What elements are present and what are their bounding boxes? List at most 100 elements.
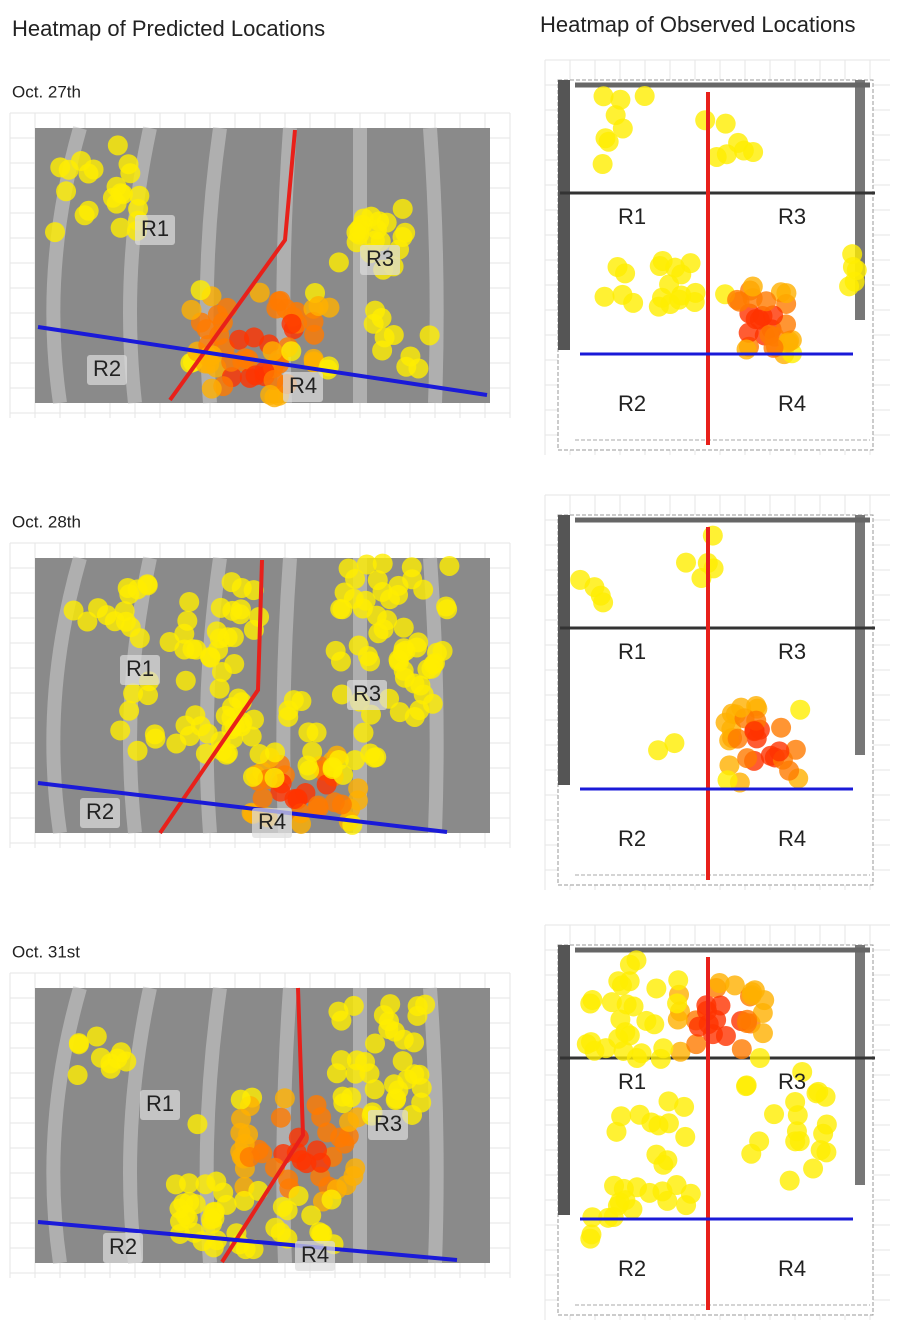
heat-dot <box>606 1122 626 1142</box>
region-label: R4 <box>778 391 806 416</box>
heat-dot <box>265 742 285 762</box>
heat-dot <box>728 133 748 153</box>
region-label: R2 <box>618 391 646 416</box>
heat-dot <box>681 1184 701 1204</box>
heat-dot <box>374 619 394 639</box>
heat-dot <box>339 558 359 578</box>
heat-dot <box>108 135 128 155</box>
heat-dot <box>87 1027 107 1047</box>
heat-dot <box>229 330 249 350</box>
heat-dot <box>348 778 368 798</box>
heat-dot <box>179 592 199 612</box>
heat-dot <box>769 741 789 761</box>
region-label: R1 <box>141 216 169 241</box>
heat-dot <box>727 290 747 310</box>
heat-dot <box>111 218 131 238</box>
region-label: R2 <box>86 799 114 824</box>
heat-dot <box>265 768 285 788</box>
heat-dot <box>737 748 757 768</box>
region-label: R4 <box>778 826 806 851</box>
heat-dot <box>593 154 613 174</box>
heat-dot <box>137 574 157 594</box>
heat-dot <box>787 1121 807 1141</box>
heat-dot <box>703 526 723 546</box>
wall <box>558 515 570 785</box>
heat-dot <box>326 641 346 661</box>
heat-dot <box>101 1059 121 1079</box>
wall <box>855 945 865 1185</box>
heat-dot <box>103 188 123 208</box>
heat-dot <box>718 770 738 790</box>
heat-dot <box>580 1229 600 1249</box>
heat-dot <box>437 599 457 619</box>
region-label: R4 <box>778 1256 806 1281</box>
heat-dot <box>686 1034 706 1054</box>
heat-dot <box>790 700 810 720</box>
region-label: R3 <box>374 1111 402 1136</box>
heat-dot <box>281 341 301 361</box>
heat-dot <box>304 325 324 345</box>
region-label: R2 <box>618 826 646 851</box>
heat-dot <box>202 379 222 399</box>
region-label: R1 <box>618 1069 646 1094</box>
region-label: R1 <box>618 204 646 229</box>
heat-dot <box>120 163 140 183</box>
heat-dot <box>591 586 611 606</box>
heat-dot <box>343 1166 363 1186</box>
heat-dot <box>668 970 688 990</box>
heat-dot <box>185 705 205 725</box>
heat-dot <box>105 611 125 631</box>
heat-dot <box>648 1115 668 1135</box>
heat-dot <box>284 690 304 710</box>
heat-dot <box>395 223 415 243</box>
heat-dot <box>669 290 689 310</box>
heat-dot <box>333 1093 353 1113</box>
heat-dot <box>608 1029 628 1049</box>
heat-dot <box>119 701 139 721</box>
heat-dot <box>651 1049 671 1069</box>
date-label: Oct. 27th <box>12 82 81 101</box>
heat-dot <box>710 996 730 1016</box>
heat-dot <box>744 721 764 741</box>
heat-dot <box>745 980 765 1000</box>
region-label: R4 <box>301 1242 329 1267</box>
heat-dot <box>580 993 600 1013</box>
heat-dot <box>646 978 666 998</box>
heat-dot <box>413 580 433 600</box>
wall <box>558 80 570 350</box>
heat-dot <box>622 1199 642 1219</box>
heat-dot <box>202 1214 222 1234</box>
region-label: R2 <box>93 356 121 381</box>
heat-dot <box>224 654 244 674</box>
heat-dot <box>330 599 350 619</box>
heat-dot <box>402 557 422 577</box>
heat-dot <box>808 1082 828 1102</box>
heat-dot <box>169 1199 189 1219</box>
heat-dot <box>182 639 202 659</box>
heat-dot <box>307 723 327 743</box>
heat-dot <box>716 114 736 134</box>
heat-dot <box>222 572 242 592</box>
heat-dot <box>317 1122 337 1142</box>
heat-dot <box>681 253 701 273</box>
heat-dot <box>176 671 196 691</box>
heat-dot <box>674 1097 694 1117</box>
wall <box>558 945 570 1215</box>
heat-dot <box>365 1079 385 1099</box>
region-label: R2 <box>618 1256 646 1281</box>
heat-dot <box>299 760 319 780</box>
region-label: R2 <box>109 1234 137 1259</box>
heat-dot <box>695 110 715 130</box>
heat-dot <box>322 1190 342 1210</box>
heat-dot <box>79 201 99 221</box>
heat-dot <box>736 1076 756 1096</box>
heat-dot <box>346 222 366 242</box>
heat-dot <box>301 1205 321 1225</box>
heat-dot <box>240 1147 260 1167</box>
heat-dot <box>210 679 230 699</box>
region-label: R3 <box>353 681 381 706</box>
heat-dot <box>749 1131 769 1151</box>
heat-dot <box>111 1042 131 1062</box>
heat-dot <box>439 556 459 576</box>
heat-dot <box>302 742 322 762</box>
